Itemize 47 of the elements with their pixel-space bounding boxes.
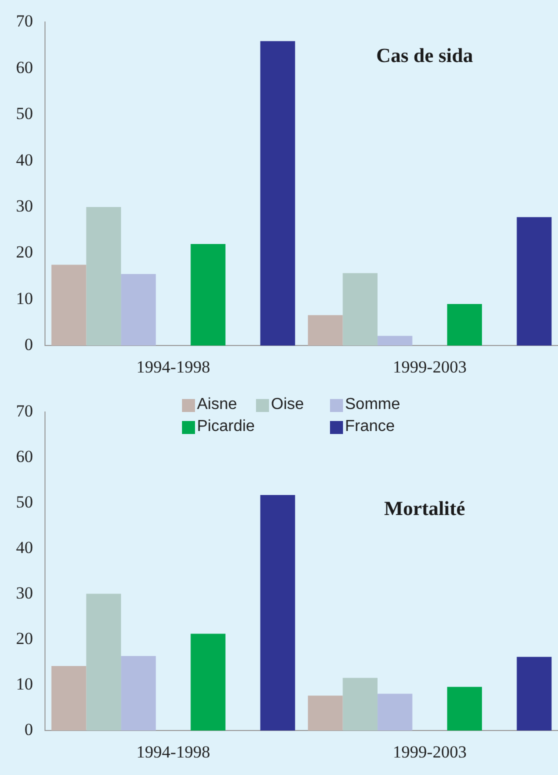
- y-tick-label: 20: [16, 629, 33, 648]
- bar: [260, 41, 296, 346]
- y-tick-label: 10: [16, 674, 33, 694]
- legend-label: Picardie: [196, 418, 256, 436]
- y-tick-label: 30: [16, 584, 33, 603]
- y-tick-label: 50: [16, 492, 33, 512]
- bar: [308, 315, 343, 346]
- legend-label: Somme: [344, 396, 402, 414]
- bar: [447, 686, 482, 731]
- y-tick-label: 30: [16, 196, 33, 216]
- text: Cas de sida: [376, 45, 473, 67]
- y-tick-label: 70: [16, 12, 33, 31]
- legend-label: France: [344, 418, 396, 436]
- x-tick-label: 1994-1998: [136, 357, 210, 376]
- y-tick-label: 40: [16, 538, 33, 558]
- bar: [378, 336, 412, 346]
- bar: [308, 696, 343, 731]
- bar: [51, 264, 86, 346]
- y-tick-label: 20: [16, 242, 33, 262]
- bar: [342, 678, 378, 731]
- bar: [260, 494, 296, 731]
- bar: [190, 634, 226, 731]
- bar: [516, 656, 552, 731]
- bar: [516, 217, 552, 346]
- bar: [190, 244, 226, 346]
- x-tick-label: 1999-2003: [392, 357, 467, 376]
- y-tick-label: 60: [16, 58, 33, 77]
- x-tick-label: 1994-1998: [136, 742, 210, 762]
- y-tick-label: 0: [24, 720, 33, 740]
- bar: [342, 273, 378, 346]
- bar: [378, 694, 412, 731]
- bar: [86, 207, 122, 346]
- text: Mortalité: [384, 498, 466, 520]
- bar: [121, 656, 156, 731]
- y-tick-label: 70: [16, 402, 33, 421]
- bar: [86, 594, 122, 731]
- bar: [447, 304, 482, 346]
- y-tick-label: 10: [16, 288, 33, 308]
- bar: [121, 274, 156, 346]
- bar: [51, 666, 86, 731]
- x-tick-label: 1999-2003: [392, 742, 467, 762]
- y-tick-label: 40: [16, 150, 33, 170]
- legend-label: Aisne: [196, 396, 238, 414]
- legend-label: Oise: [270, 396, 305, 414]
- y-tick-label: 0: [24, 335, 33, 354]
- y-tick-label: 50: [16, 104, 33, 124]
- y-tick-label: 60: [16, 447, 33, 466]
